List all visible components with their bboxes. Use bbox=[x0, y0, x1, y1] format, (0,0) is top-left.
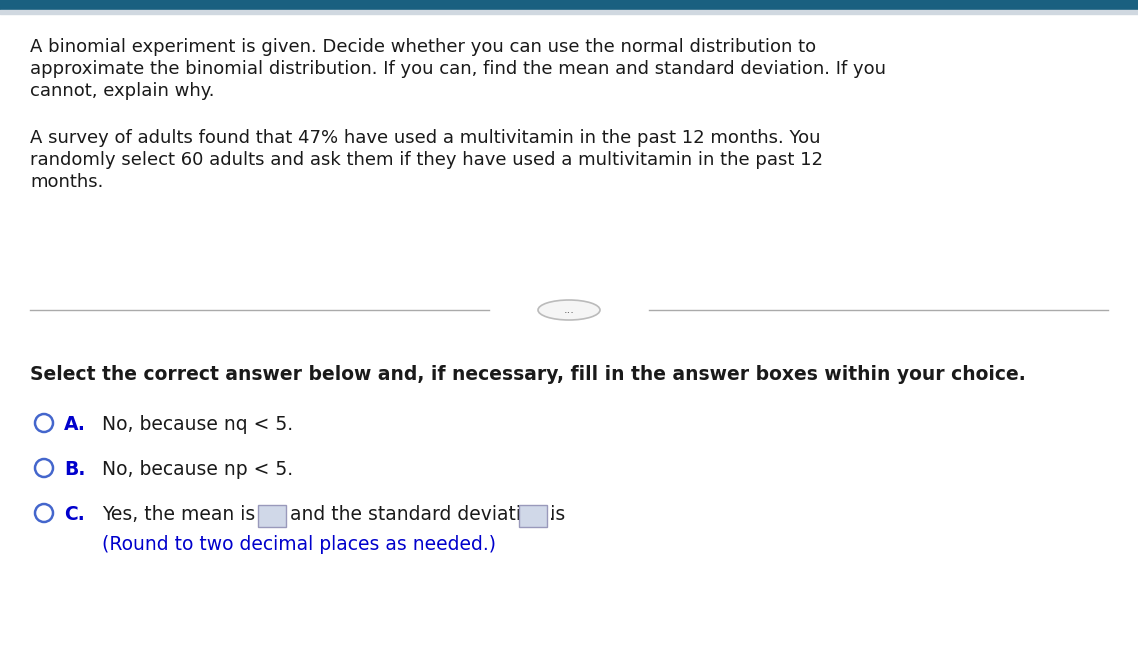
FancyBboxPatch shape bbox=[258, 505, 286, 527]
Text: ...: ... bbox=[563, 305, 575, 315]
Text: B.: B. bbox=[64, 460, 85, 479]
Text: A binomial experiment is given. Decide whether you can use the normal distributi: A binomial experiment is given. Decide w… bbox=[30, 38, 816, 56]
Text: months.: months. bbox=[30, 173, 104, 191]
Text: Select the correct answer below and, if necessary, fill in the answer boxes with: Select the correct answer below and, if … bbox=[30, 365, 1025, 384]
FancyBboxPatch shape bbox=[519, 505, 547, 527]
Text: C.: C. bbox=[64, 505, 84, 524]
Text: A survey of adults found that 47% have used a multivitamin in the past 12 months: A survey of adults found that 47% have u… bbox=[30, 129, 820, 147]
Text: cannot, explain why.: cannot, explain why. bbox=[30, 82, 214, 100]
Text: Yes, the mean is: Yes, the mean is bbox=[102, 505, 255, 524]
Text: randomly select 60 adults and ask them if they have used a multivitamin in the p: randomly select 60 adults and ask them i… bbox=[30, 151, 823, 169]
Text: No, because np < 5.: No, because np < 5. bbox=[102, 460, 294, 479]
Text: (Round to two decimal places as needed.): (Round to two decimal places as needed.) bbox=[102, 535, 496, 554]
Text: and the standard deviation is: and the standard deviation is bbox=[290, 505, 566, 524]
Ellipse shape bbox=[538, 300, 600, 320]
Text: .: . bbox=[549, 505, 555, 524]
Text: A.: A. bbox=[64, 415, 85, 434]
Text: approximate the binomial distribution. If you can, find the mean and standard de: approximate the binomial distribution. I… bbox=[30, 60, 887, 78]
Text: No, because nq < 5.: No, because nq < 5. bbox=[102, 415, 294, 434]
